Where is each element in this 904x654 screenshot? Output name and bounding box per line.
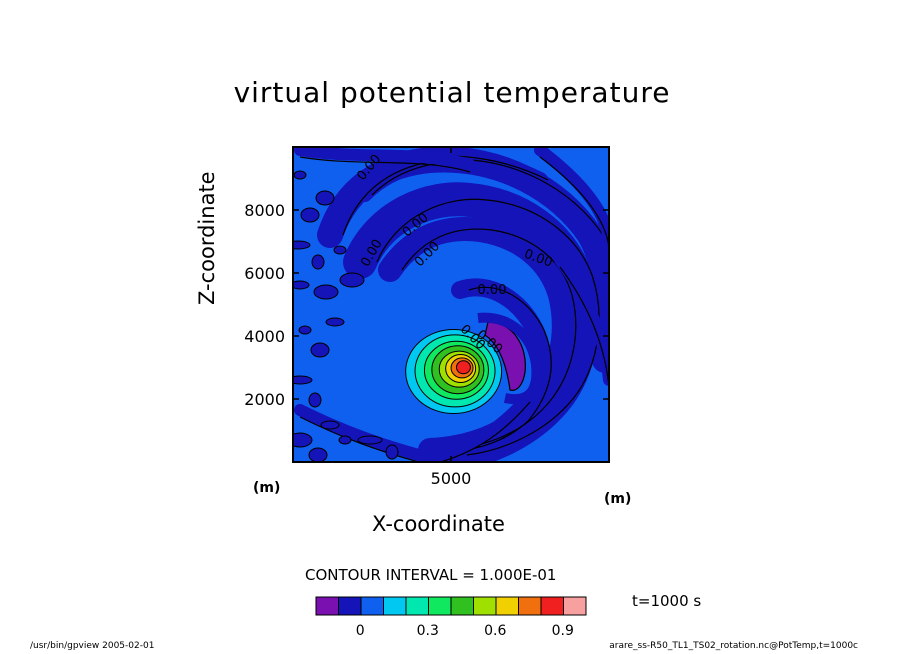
noise-blob [311, 254, 325, 270]
spiral-band [294, 404, 436, 462]
cold-arc [484, 321, 526, 391]
y-axis-unit: (m) [253, 480, 281, 496]
contour-line [342, 158, 609, 250]
spiral-band [554, 254, 609, 386]
colorbar-cell [495, 596, 519, 616]
contour-field [293, 147, 609, 462]
noise-blob [357, 435, 383, 445]
contour-line [539, 156, 609, 248]
contour-line [559, 266, 609, 388]
contour-line [401, 228, 577, 451]
noise-blob [385, 444, 399, 460]
contour-line [299, 416, 422, 462]
colorbar-tick-label: 0.9 [552, 623, 574, 639]
footer-file-info: arare_ss-R50_TL1_TS02_rotation.nc@PotTem… [609, 641, 858, 651]
y-tick-label: 2000 [244, 390, 285, 409]
noise-blob [310, 342, 330, 358]
colorbar-tick-label: 0.6 [484, 623, 506, 639]
colorbar-cell [428, 596, 452, 616]
contour-interval-text: CONTOUR INTERVAL = 1.000E-01 [305, 566, 557, 584]
colorbar-cell [450, 596, 474, 616]
chart-title: virtual potential temperature [233, 76, 671, 109]
colorbar-cell [563, 596, 587, 616]
noise-blob [308, 392, 322, 408]
x-tick-label: 5000 [431, 469, 472, 488]
spiral-band [477, 312, 542, 404]
colorbar-cell [315, 596, 339, 616]
colorbar-cell [383, 596, 407, 616]
colorbar-cell [540, 596, 564, 616]
footer-program-info: /usr/bin/gpview 2005-02-01 [30, 641, 155, 651]
noise-blob [293, 170, 307, 180]
noise-blob [315, 190, 335, 206]
colorbar-cell [518, 596, 542, 616]
spiral-band [424, 389, 536, 462]
contour-line [376, 198, 600, 456]
spiral-band [534, 147, 609, 246]
noise-blob [293, 280, 310, 290]
contour-label: 0.00 [478, 283, 507, 298]
x-axis-label: X-coordinate [372, 512, 505, 536]
colorbar-tick-label: 0 [356, 623, 365, 639]
x-axis-unit: (m) [604, 491, 632, 507]
y-axis-label: Z-coordinate [195, 171, 219, 305]
bubble-contour [455, 360, 471, 375]
noise-blob [293, 432, 313, 448]
noise-blob [339, 272, 365, 288]
noise-blob [325, 317, 345, 327]
contour-line [299, 156, 471, 173]
colorbar-cell [338, 596, 362, 616]
y-tick-label: 4000 [244, 327, 285, 346]
colorbar-cell [360, 596, 384, 616]
contour-line [448, 286, 552, 453]
noise-blob [308, 447, 328, 462]
noise-blob [300, 207, 320, 223]
noise-blob [293, 240, 311, 250]
colorbar-cell [473, 596, 497, 616]
noise-blob [313, 284, 339, 300]
spiral-band [294, 147, 476, 171]
colorbar-tick-label: 0.3 [417, 623, 439, 639]
axes: 2000 4000 6000 8000 5000 [244, 147, 609, 488]
noise-blob [298, 325, 312, 335]
colorbar-cell [405, 596, 429, 616]
noise-blob [293, 375, 313, 385]
colorbar: 0 0.3 0.6 0.9 [315, 596, 587, 639]
y-tick-label: 8000 [244, 201, 285, 220]
y-tick-label: 6000 [244, 264, 285, 283]
noise-blob [333, 245, 347, 255]
time-label: t=1000 s [632, 592, 702, 610]
noise-blob [338, 435, 352, 445]
noise-blob [320, 420, 340, 430]
